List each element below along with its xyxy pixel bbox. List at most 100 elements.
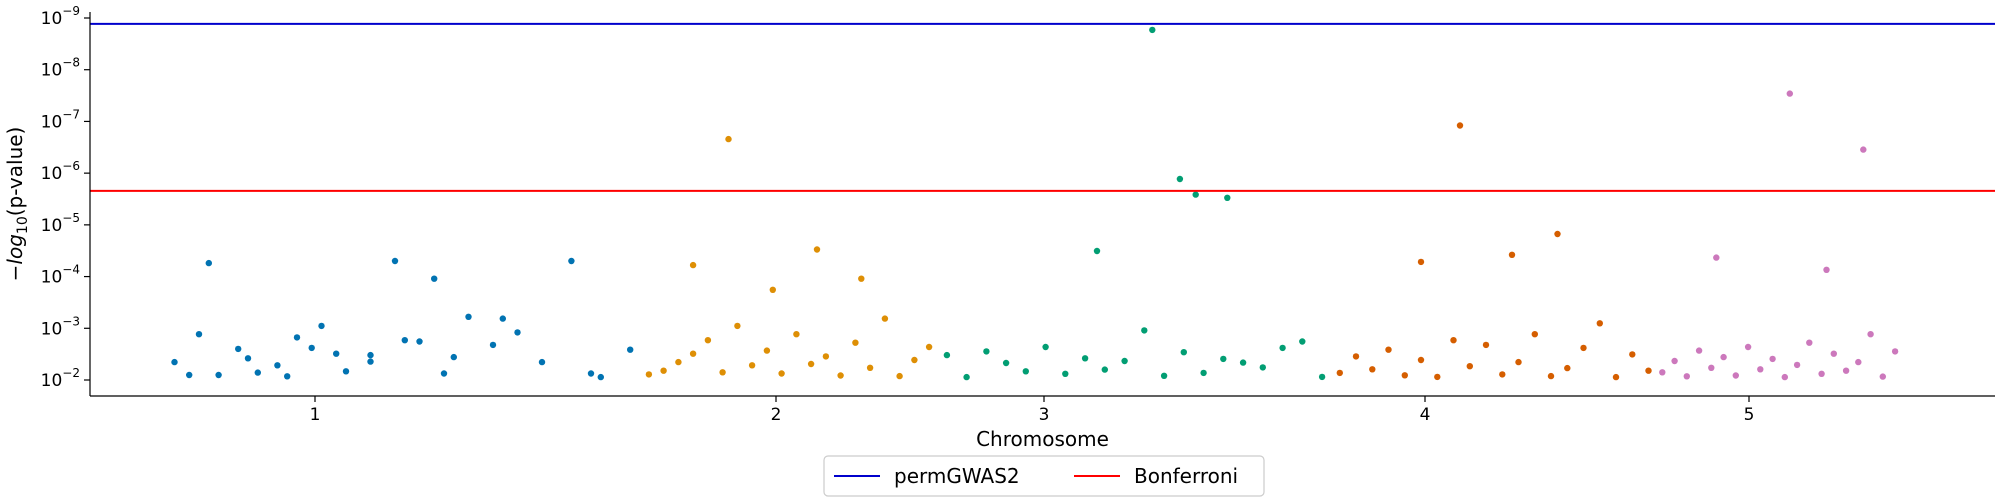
data-point-chr1 [440,370,448,377]
data-point-chr4 [1629,351,1636,358]
data-point-chr2 [689,350,697,357]
data-point-chr5 [1842,367,1850,374]
data-point-chr3 [1002,359,1010,367]
data-point-chr4 [1369,366,1376,373]
data-point-chr2 [866,364,874,371]
data-point-chr3 [1121,357,1128,365]
data-point-chr5 [1757,366,1764,373]
x-tick-label: 1 [310,405,321,425]
data-point-chr1 [587,370,595,377]
data-point-chr3 [1141,327,1148,334]
data-point-chr5 [1671,357,1678,365]
data-point-chr1 [254,369,261,376]
x-axis-label: Chromosome [976,427,1109,451]
data-point-chr5 [1891,348,1899,355]
data-point-chr4 [1385,346,1392,353]
data-point-chr2 [858,275,865,282]
y-tick-label: 10−2 [41,366,80,391]
data-point-chr3 [1279,344,1286,352]
plot-marks [90,22,1995,381]
data-point-chr3 [1259,364,1267,371]
data-point-chr5 [1855,358,1862,366]
data-point-chr2 [748,362,756,369]
data-point-chr3 [1192,191,1199,198]
data-point-chr1 [401,337,408,344]
data-point-chr5 [1879,373,1887,380]
axes [84,12,1995,402]
data-point-chr3 [1062,370,1069,377]
data-point-chr1 [465,313,472,320]
y-tick-label: 10−9 [41,4,80,29]
data-point-chr4 [1352,353,1360,360]
data-point-chr2 [734,322,741,330]
data-point-chr5 [1781,373,1789,381]
data-point-chr1 [416,338,423,345]
legend: permGWAS2 Bonferroni [823,455,1265,497]
data-point-chr2 [778,370,785,377]
data-point-chr3 [1176,175,1184,183]
data-point-chr4 [1456,122,1464,129]
data-point-chr3 [963,373,970,381]
x-tick-label: 3 [1039,405,1050,425]
data-point-chr1 [284,373,291,380]
data-point-chr5 [1713,254,1720,261]
data-point-chr3 [1022,368,1029,375]
data-point-chr5 [1769,355,1776,363]
y-tick-label: 10−7 [41,107,80,132]
data-point-chr2 [911,356,918,364]
data-point-chr5 [1732,372,1740,379]
data-point-chr2 [896,372,903,380]
y-axis-label: −log10(p-value) [3,127,31,282]
data-point-chr2 [807,360,815,368]
data-point-chr4 [1612,373,1620,381]
y-tick-label: 10−3 [41,314,80,339]
data-point-chr1 [333,350,340,357]
data-point-chr1 [308,344,315,352]
data-point-chr1 [538,358,546,366]
data-point-chr3 [1220,355,1227,363]
data-point-chr1 [235,345,242,353]
data-point-chr5 [1830,350,1838,357]
data-point-chr1 [205,259,212,267]
data-point-chr2 [645,371,653,378]
data-point-chr3 [1081,355,1089,362]
data-point-chr1 [367,351,374,359]
data-point-chr5 [1823,266,1830,273]
x-tick-label: 2 [771,405,782,425]
data-point-chr4 [1515,358,1522,366]
data-point-chr2 [837,372,844,379]
legend-label-permgwas2: permGWAS2 [894,464,1020,488]
data-point-chr1 [450,353,457,361]
data-point-chr1 [597,373,604,381]
data-point-chr3 [1200,369,1207,377]
data-point-chr5 [1806,339,1813,346]
data-point-chr1 [431,275,438,282]
data-point-chr1 [514,329,521,336]
data-point-chr3 [943,351,951,359]
data-point-chr4 [1401,372,1409,379]
data-point-chr4 [1434,373,1441,381]
data-point-chr4 [1499,371,1506,378]
data-point-chr2 [822,353,830,360]
y-tick-label: 10−8 [41,56,80,81]
data-point-chr3 [1042,343,1049,351]
data-point-chr1 [186,371,193,379]
y-tick-label: 10−4 [41,263,80,288]
data-point-chr4 [1554,230,1561,238]
data-point-chr2 [725,135,732,143]
data-point-chr1 [568,257,575,265]
data-point-chr1 [367,358,374,365]
data-point-chr3 [1318,373,1326,381]
data-point-chr4 [1547,372,1555,380]
data-point-chr1 [293,334,301,341]
data-point-chr1 [391,257,399,265]
data-point-chr4 [1466,363,1474,370]
data-point-chr1 [499,315,506,322]
data-point-chr3 [1180,349,1188,356]
data-point-chr2 [660,367,667,374]
data-point-chr2 [675,358,682,366]
data-point-chr3 [1239,359,1247,366]
data-point-chr1 [195,331,203,338]
data-point-chr3 [1149,26,1156,34]
